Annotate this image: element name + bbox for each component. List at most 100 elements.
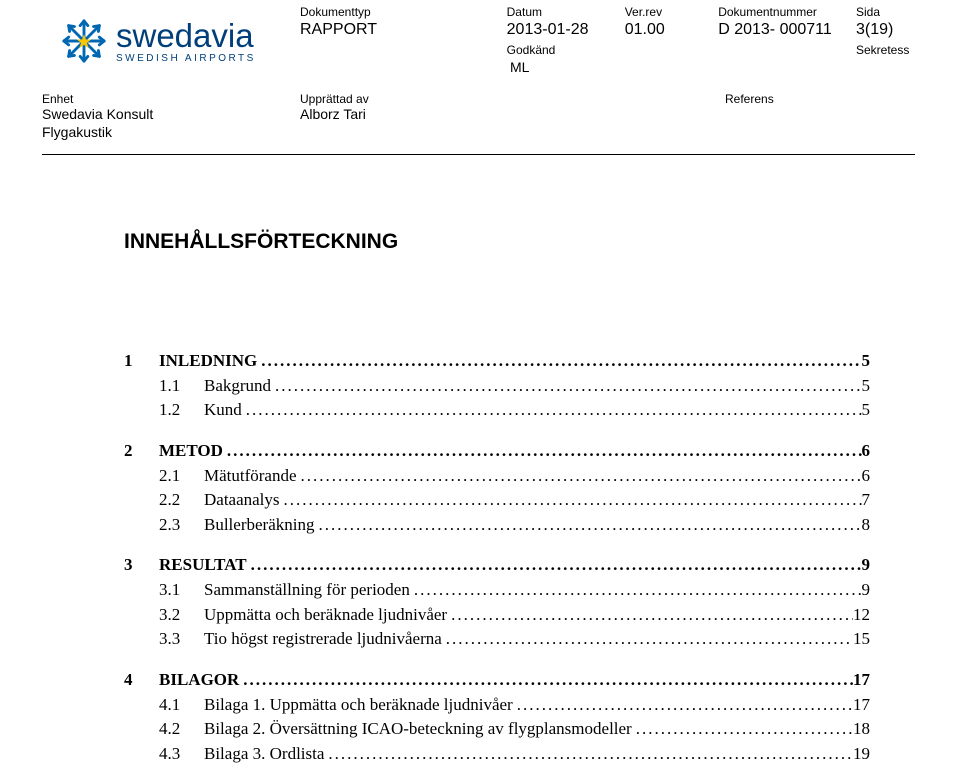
toc-label: Uppmätta och beräknade ljudnivåer [204,603,447,628]
toc-num: 2.3 [159,513,204,538]
toc-title: INNEHÅLLSFÖRTECKNING [124,230,870,254]
toc: INNEHÅLLSFÖRTECKNING 1INLEDNING.........… [124,230,870,767]
toc-label: Sammanställning för perioden [204,578,410,603]
docnum-label: Dokumentnummer [718,5,856,19]
toc-dots: ........................................… [632,717,853,742]
toc-dots: ........................................… [271,374,861,399]
toc-dots: ........................................… [324,742,853,767]
toc-row: 2.2Dataanalys...........................… [124,488,870,513]
toc-label: Bullerberäkning [204,513,314,538]
toc-label: RESULTAT [159,553,247,578]
godkand-label: Godkänd [507,43,625,57]
toc-row: 4BILAGOR................................… [124,668,870,693]
toc-row: 4.3Bilaga 3. Ordlista...................… [124,742,870,767]
toc-page: 5 [862,349,871,374]
sekretess-label: Sekretess [856,43,915,57]
toc-label: INLEDNING [159,349,257,374]
toc-label: Bilaga 3. Ordlista [204,742,324,767]
enhet-value-2: Flygakustik [42,124,297,142]
toc-num: 1.2 [159,398,204,423]
verrev-value: 01.00 [625,21,718,39]
toc-page: 17 [853,668,870,693]
enhet-label: Enhet [42,92,297,106]
datum-value: 2013-01-28 [507,21,625,39]
toc-num: 1.1 [159,374,204,399]
toc-row: 4.1Bilaga 1. Uppmätta och beräknade ljud… [124,693,870,718]
doc-type-value: RAPPORT [300,21,507,39]
toc-row: 2.1Mätutförande.........................… [124,464,870,489]
toc-num: 2.2 [159,488,204,513]
toc-num: 2.1 [159,464,204,489]
toc-num: 2 [124,439,159,464]
toc-dots: ........................................… [410,578,862,603]
toc-page: 12 [853,603,870,628]
toc-dots: ........................................… [247,553,862,578]
toc-dots: ........................................… [223,439,862,464]
upprattad-value: Alborz Tari [300,106,500,122]
toc-page: 17 [853,693,870,718]
toc-row: 2.3Bullerberäkning......................… [124,513,870,538]
toc-label: Tio högst registrerade ljudnivåerna [204,627,442,652]
brand-name: swedavia [116,19,256,52]
toc-label: Dataanalys [204,488,280,513]
toc-label: Mätutförande [204,464,297,489]
brand-subtitle: SWEDISH AIRPORTS [116,54,256,64]
toc-label: Bakgrund [204,374,271,399]
toc-page: 18 [853,717,870,742]
toc-label: Kund [204,398,242,423]
verrev-label: Ver.rev [625,5,718,19]
toc-page: 19 [853,742,870,767]
toc-page: 9 [862,578,871,603]
toc-row: 1INLEDNING..............................… [124,349,870,374]
toc-row: 3.1Sammanställning för perioden.........… [124,578,870,603]
upprattad-label: Upprättad av [300,92,500,106]
toc-list: 1INLEDNING..............................… [124,349,870,767]
referens-label: Referens [725,92,774,106]
logo-block: swedavia SWEDISH AIRPORTS [60,17,256,65]
toc-num: 4.3 [159,742,204,767]
toc-page: 15 [853,627,870,652]
toc-dots: ........................................… [257,349,861,374]
toc-dots: ........................................… [280,488,862,513]
header-meta: Dokumenttyp Datum Ver.rev Dokumentnummer… [300,5,915,75]
divider-line [42,154,915,155]
toc-row: 1.2Kund.................................… [124,398,870,423]
enhet-block: Enhet Swedavia Konsult Flygakustik [42,92,297,141]
toc-label: Bilaga 1. Uppmätta och beräknade ljudniv… [204,693,513,718]
toc-row: 3.3Tio högst registrerade ljudnivåerna..… [124,627,870,652]
toc-row: 3.2Uppmätta och beräknade ljudnivåer....… [124,603,870,628]
datum-label: Datum [507,5,625,19]
toc-num: 3 [124,553,159,578]
upprattad-block: Upprättad av Alborz Tari [300,92,500,122]
toc-dots: ........................................… [314,513,861,538]
toc-num: 4 [124,668,159,693]
toc-label: METOD [159,439,223,464]
doc-type-label: Dokumenttyp [300,5,507,19]
toc-dots: ........................................… [239,668,853,693]
toc-dots: ........................................… [447,603,853,628]
godkand-value: ML [510,59,630,75]
toc-page: 7 [862,488,871,513]
toc-num: 3.3 [159,627,204,652]
docnum-value: D 2013- 000711 [718,21,856,39]
toc-row: 2METOD..................................… [124,439,870,464]
toc-page: 6 [862,464,871,489]
snowflake-icon [60,17,108,65]
toc-dots: ........................................… [513,693,853,718]
sida-value: 3(19) [856,21,915,39]
toc-dots: ........................................… [297,464,862,489]
toc-row: 1.1Bakgrund.............................… [124,374,870,399]
toc-num: 4.1 [159,693,204,718]
toc-label: BILAGOR [159,668,239,693]
enhet-value-1: Swedavia Konsult [42,106,297,124]
toc-row: 3RESULTAT...............................… [124,553,870,578]
sida-label: Sida [856,5,915,19]
toc-page: 5 [862,398,871,423]
page-container: swedavia SWEDISH AIRPORTS Dokumenttyp Da… [0,0,960,782]
toc-row: 4.2Bilaga 2. Översättning ICAO-betecknin… [124,717,870,742]
toc-dots: ........................................… [242,398,862,423]
toc-label: Bilaga 2. Översättning ICAO-beteckning a… [204,717,632,742]
toc-page: 9 [862,553,871,578]
toc-page: 5 [862,374,871,399]
logo-text: swedavia SWEDISH AIRPORTS [116,19,256,64]
